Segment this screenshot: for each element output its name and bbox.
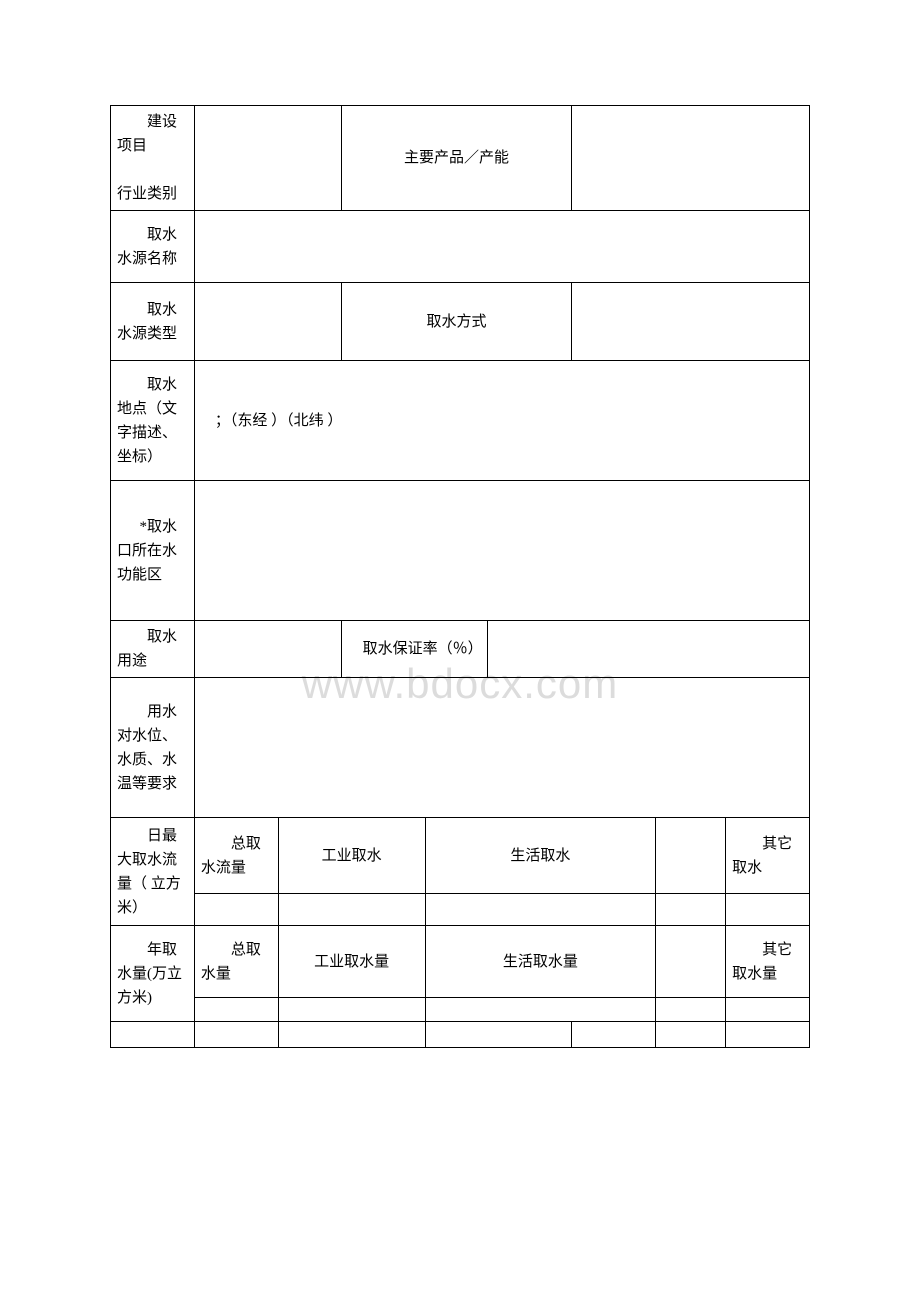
- cell-bottom-5: [572, 1022, 656, 1048]
- cell-guarantee-rate: [488, 621, 810, 678]
- label-main-product: 主要产品／产能: [341, 106, 572, 211]
- label-water-method: 取水方式: [341, 283, 572, 361]
- cell-project-value: [194, 106, 341, 211]
- cell-industrial-value: [278, 894, 425, 926]
- label-daily-max-flow: 日最大取水流量（ 立方米）: [111, 818, 195, 926]
- label-other-intake: 其它取水量: [726, 926, 810, 998]
- cell-other-value: [726, 894, 810, 926]
- label-annual-intake: 年取水量(万立方米): [111, 926, 195, 1022]
- form-table: 建设项目 行业类别 主要产品／产能 取水水源名称 取水水源类型 取水方式 取水地…: [110, 105, 810, 1048]
- cell-water-function-zone: [194, 481, 809, 621]
- cell-daily-blank1: [656, 818, 726, 894]
- cell-water-source-name: [194, 211, 809, 283]
- cell-total-intake-value: [194, 998, 278, 1022]
- cell-bottom-1: [111, 1022, 195, 1048]
- label-project-industry: 建设项目 行业类别: [111, 106, 195, 211]
- label-industry: 行业类别: [117, 186, 177, 202]
- cell-bottom-2: [194, 1022, 278, 1048]
- label-water-location: 取水地点（文字描述、坐标）: [111, 361, 195, 481]
- cell-living-intake-value: [425, 998, 656, 1022]
- label-water-purpose: 取水用途: [111, 621, 195, 678]
- label-living-intake: 生活取水量: [425, 926, 656, 998]
- cell-bottom-3: [278, 1022, 425, 1048]
- label-living-water: 生活取水: [425, 818, 656, 894]
- cell-daily-blank2: [656, 894, 726, 926]
- cell-total-flow-value: [194, 894, 278, 926]
- cell-other-intake-value: [726, 998, 810, 1022]
- cell-water-location: ；（东经 ）（北纬 ）: [194, 361, 809, 481]
- cell-living-value: [425, 894, 656, 926]
- label-water-requirements: 用水对水位、水质、水温等要求: [111, 678, 195, 818]
- cell-industrial-intake-value: [278, 998, 425, 1022]
- label-water-function-zone: *取水口所在水功能区: [111, 481, 195, 621]
- cell-bottom-6: [656, 1022, 726, 1048]
- label-project: 建设项目: [117, 114, 177, 154]
- cell-annual-blank2: [656, 998, 726, 1022]
- label-industrial-water: 工业取水: [278, 818, 425, 894]
- cell-water-requirements: [194, 678, 809, 818]
- cell-bottom-4: [425, 1022, 572, 1048]
- cell-water-purpose: [194, 621, 341, 678]
- cell-water-method: [572, 283, 810, 361]
- label-water-source-type: 取水水源类型: [111, 283, 195, 361]
- cell-annual-blank1: [656, 926, 726, 998]
- label-other-water: 其它取水: [726, 818, 810, 894]
- cell-product-value: [572, 106, 810, 211]
- label-total-flow: 总取水流量: [194, 818, 278, 894]
- label-guarantee-rate: 取水保证率（％）: [341, 621, 488, 678]
- cell-bottom-7: [726, 1022, 810, 1048]
- label-total-intake: 总取水量: [194, 926, 278, 998]
- label-water-source-name: 取水水源名称: [111, 211, 195, 283]
- cell-water-source-type: [194, 283, 341, 361]
- label-industrial-intake: 工业取水量: [278, 926, 425, 998]
